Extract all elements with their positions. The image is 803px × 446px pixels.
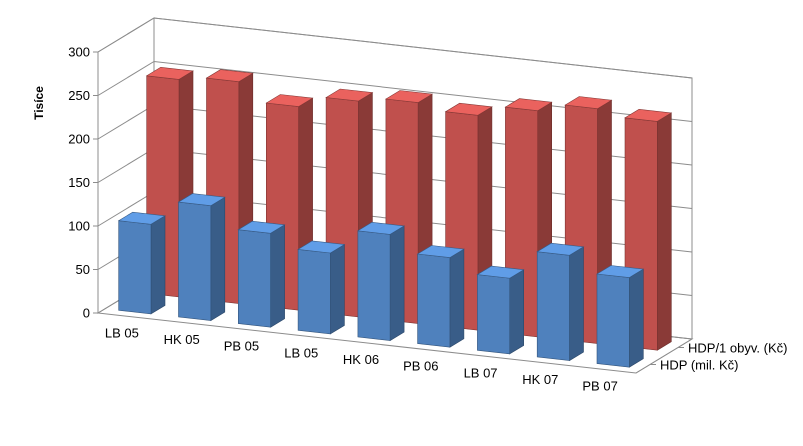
x-category-label: PB 06: [403, 359, 438, 374]
x-category-label: LB 07: [464, 365, 498, 380]
gridline: [97, 60, 693, 122]
series-label: HDP/1 obyv. (Kč): [688, 341, 787, 356]
y-tick-label: 100: [68, 219, 90, 234]
bar-hdp-0: [117, 211, 166, 315]
series-label: HDP (mil. Kč): [660, 358, 738, 373]
y-tick-label: 0: [83, 306, 90, 321]
x-category-label: LB 05: [284, 345, 318, 360]
y-axis-ticks: 0 50 100 150 200 250 300: [68, 45, 98, 321]
x-category-label: LB 05: [105, 325, 139, 340]
y-tick-label: 250: [68, 88, 90, 103]
gridline: [97, 17, 693, 79]
y-axis-label: Tisíce: [32, 86, 46, 120]
series-front-bars: [117, 193, 645, 368]
bar-hdp-2: [237, 220, 286, 328]
bar-hdp-8: [596, 265, 645, 368]
series-depth-labels: HDP (mil. Kč) HDP/1 obyv. (Kč): [635, 338, 787, 374]
x-axis-categories: LB 05 HK 05 PB 05 LB 05 HK 06 PB 06 LB 07 HK 07…: [105, 325, 618, 393]
bar-hdp-7: [536, 242, 585, 362]
x-category-label: HK 05: [164, 332, 200, 347]
x-category-label: HK 07: [522, 372, 558, 387]
bar-hdp-4: [356, 221, 406, 342]
bar-hdp-3: [297, 240, 346, 335]
x-category-label: HK 06: [343, 352, 379, 367]
y-tick-label: 50: [76, 262, 90, 277]
y-tick-label: 150: [68, 175, 90, 190]
bar-hdp-5: [416, 245, 465, 348]
x-category-label: PB 07: [582, 379, 617, 394]
y-tick-label: 200: [68, 132, 90, 147]
bar-hdp-1: [177, 193, 226, 322]
bar-hdp-6: [476, 265, 525, 355]
y-tick-label: 300: [68, 45, 90, 60]
x-category-label: PB 05: [224, 339, 259, 354]
depth-axis-line: [635, 338, 693, 374]
